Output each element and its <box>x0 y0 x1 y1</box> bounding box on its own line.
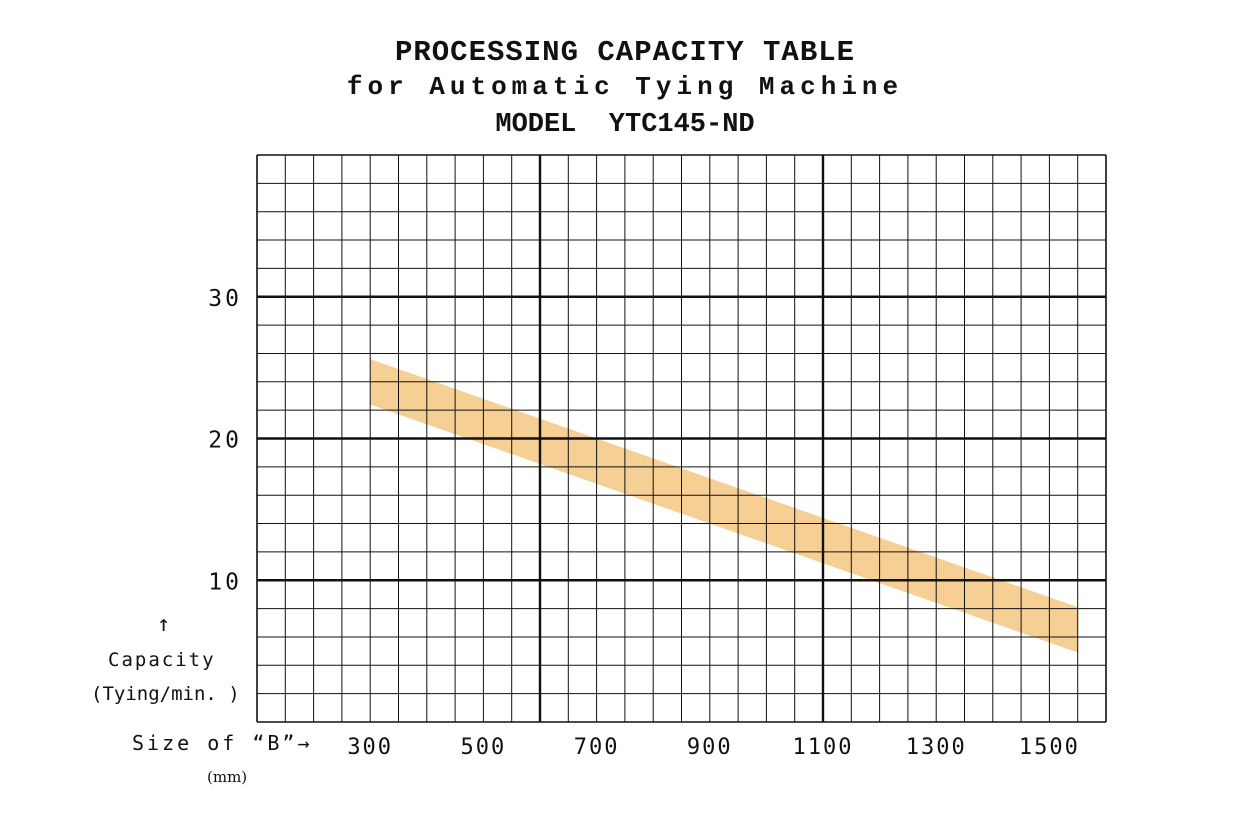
x-axis-label: Size of “B”→ <box>132 731 313 755</box>
x-tick-label: 300 <box>347 735 393 760</box>
x-tick-label: 700 <box>574 735 620 760</box>
arrow-up-icon: ↑ <box>157 612 171 637</box>
x-tick-label: 900 <box>687 735 733 760</box>
x-tick-label: 500 <box>461 735 507 760</box>
x-tick-label: 1100 <box>793 735 854 760</box>
y-tick-label: 30 <box>208 286 242 312</box>
chart-model: MODEL YTC145-ND <box>495 110 755 140</box>
y-tick-label: 20 <box>208 428 242 454</box>
x-tick-label: 1500 <box>1019 735 1080 760</box>
y-axis-label: Capacity <box>108 649 216 671</box>
chart-title: PROCESSING CAPACITY TABLE <box>394 36 856 69</box>
y-tick-label: 10 <box>208 569 242 595</box>
chart-subtitle: for Automatic Tying Machine <box>346 72 904 102</box>
x-axis-unit: (mm) <box>207 768 248 786</box>
x-tick-label: 1300 <box>906 735 967 760</box>
y-axis-unit: (Tying/min. ) <box>91 683 240 705</box>
